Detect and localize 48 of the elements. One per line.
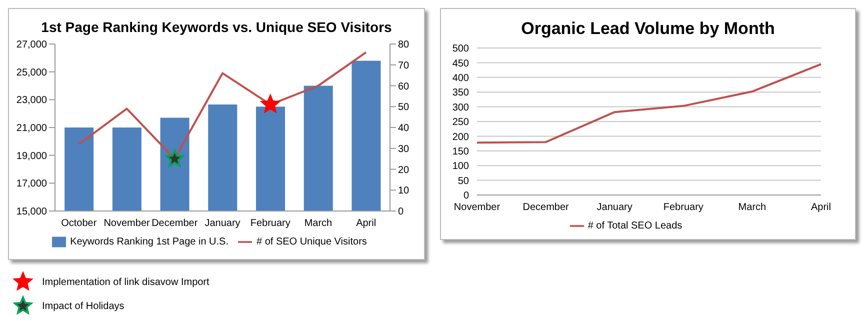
y-tick-label: 27,000 <box>16 40 48 51</box>
x-tick-label: January <box>596 202 632 214</box>
y2-tick-label: 10 <box>398 186 410 197</box>
y-tick-label: 15,000 <box>16 206 48 218</box>
y2-tick-label: 0 <box>398 206 404 218</box>
y2-tick-label: 20 <box>398 164 410 176</box>
legend-label: # of SEO Unique Visitors <box>256 236 367 248</box>
x-tick-label: November <box>104 218 151 230</box>
x-tick-label: February <box>250 218 290 230</box>
x-tick-label: March <box>738 202 766 214</box>
y2-tick-label: 70 <box>398 60 410 72</box>
y-tick-label: 200 <box>452 132 470 143</box>
x-tick-label: October <box>61 218 98 230</box>
line-series <box>476 63 822 144</box>
y2-tick-label: 50 <box>398 102 410 114</box>
y-tick-label: 300 <box>452 102 470 114</box>
x-tick-label: April <box>356 218 376 230</box>
y-tick-label: 450 <box>452 58 470 70</box>
y-tick-label: 100 <box>452 161 470 172</box>
legend-label: # of Total SEO Leads <box>588 220 682 232</box>
chart-title: 1st Page Ranking Keywords vs. Unique SEO Visitors <box>40 18 393 37</box>
y2-tick-label: 30 <box>398 144 410 155</box>
x-tick-label: January <box>204 218 240 230</box>
key-row: Impact of Holidays <box>10 294 210 318</box>
y-tick-label: 23,000 <box>16 95 48 106</box>
x-tick-label: March <box>304 218 332 230</box>
y2-tick-label: 40 <box>398 123 410 134</box>
x-tick-label: November <box>454 202 501 214</box>
x-tick-label: December <box>522 202 570 214</box>
y-tick-label: 250 <box>452 117 470 128</box>
x-tick-label: December <box>152 218 198 230</box>
x-tick-label: February <box>663 202 704 214</box>
y-tick-label: 17,000 <box>16 178 48 190</box>
chart-title: Organic Lead Volume by Month <box>520 18 776 40</box>
y-tick-label: 150 <box>452 146 470 158</box>
legend-label: Keywords Ranking 1st Page in U.S. <box>70 236 228 248</box>
y-tick-label: 19,000 <box>16 150 48 162</box>
key-row: Implementation of link disavow Import <box>10 270 210 294</box>
y2-tick-label: 60 <box>398 81 410 92</box>
y-tick-label: 50 <box>458 176 470 187</box>
x-tick-label: April <box>810 202 832 214</box>
y-tick-label: 21,000 <box>16 123 48 134</box>
y-tick-label: 0 <box>463 190 470 202</box>
y-tick-label: 400 <box>452 72 470 84</box>
y2-tick-label: 80 <box>398 40 410 51</box>
y-tick-label: 25,000 <box>16 67 48 78</box>
y-tick-label: 350 <box>452 88 470 99</box>
y-tick-label: 500 <box>452 44 470 55</box>
